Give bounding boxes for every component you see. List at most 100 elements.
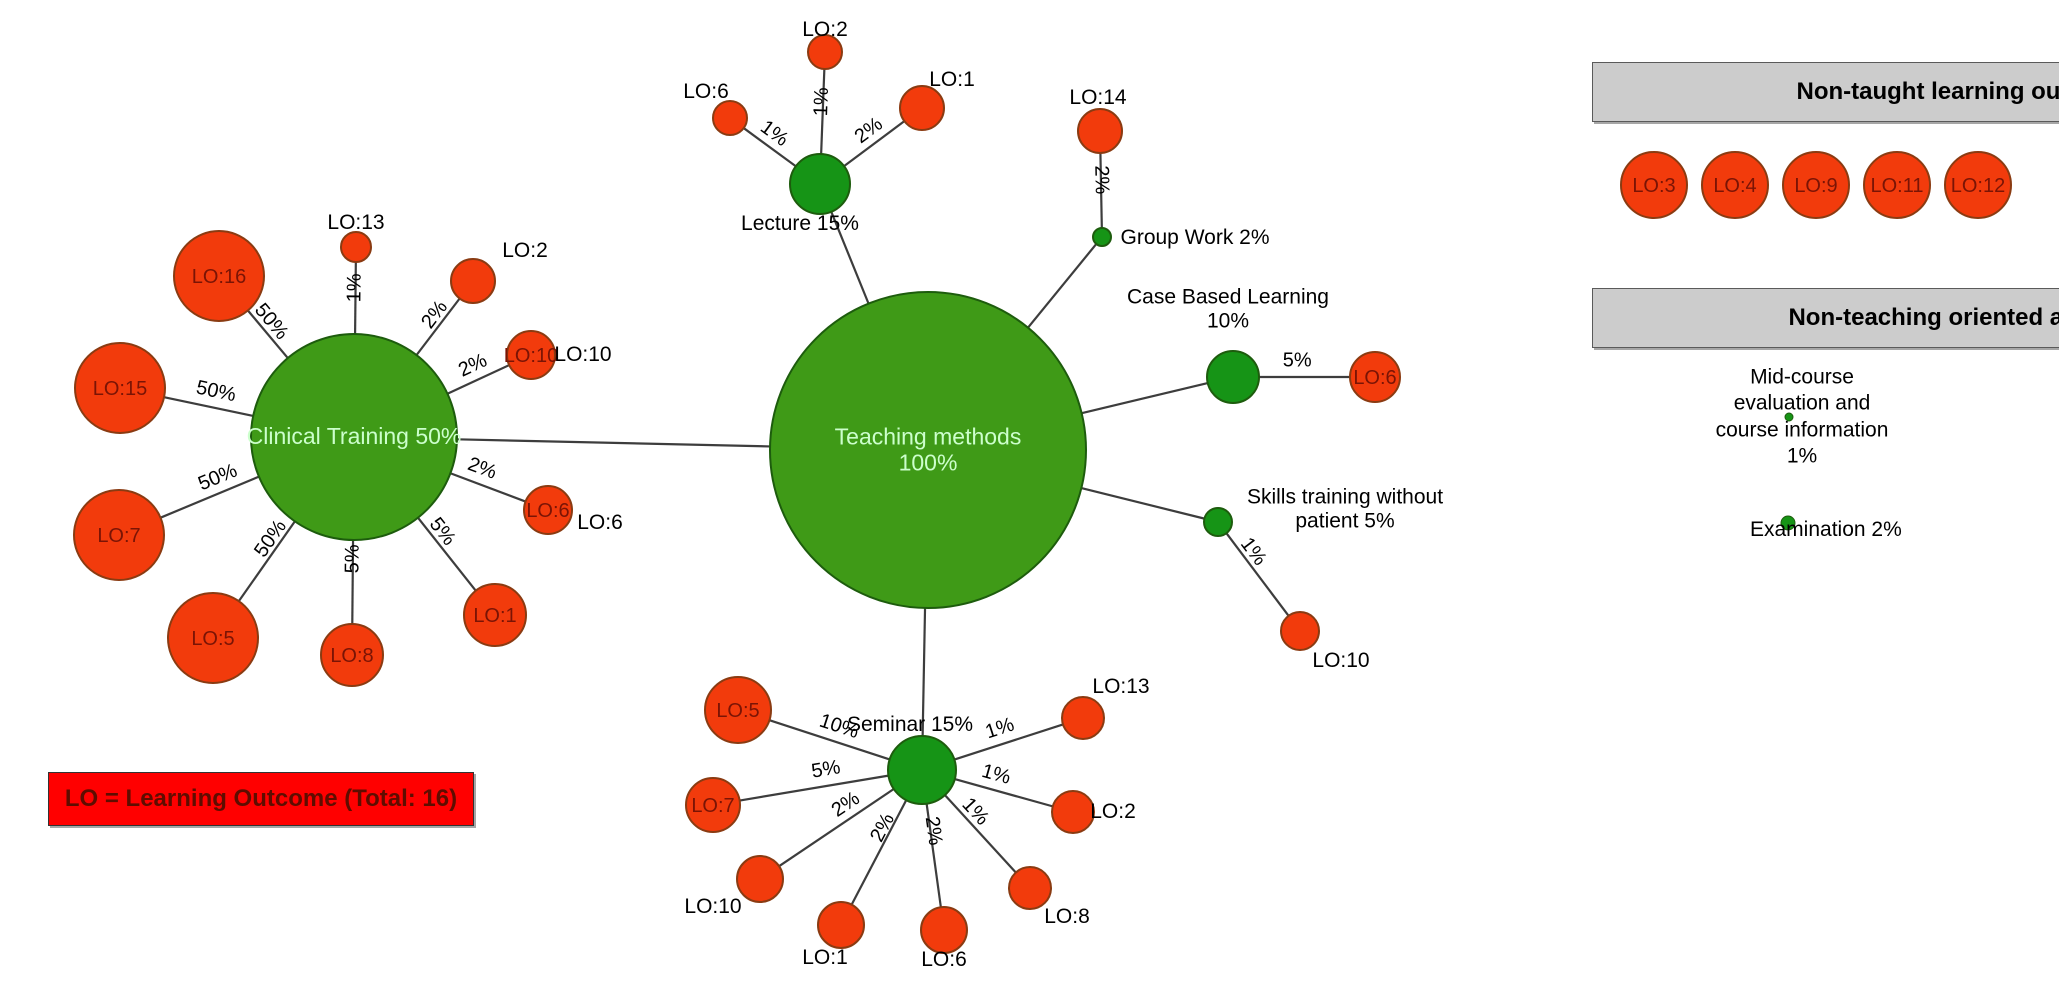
lo-outer-label: LO:10 [684,895,742,919]
non-taught-lo-text: LO:11 [1871,175,1924,197]
method-node-case-based[interactable] [1206,350,1260,404]
edge-lecture-LO:2 [820,68,826,155]
lo-node-text: LO:6 [1353,367,1396,389]
non-taught-lo-text: LO:9 [1794,175,1837,197]
method-node-label-teaching-methods: Teaching methods 100% [834,423,1022,475]
lo-node-LO-13[interactable] [340,231,372,263]
edge-clinical-training-LO:5 [237,520,296,602]
method-node-label-lecture: Lecture 15% [741,212,859,236]
edge-teaching-methods-seminar [921,607,927,737]
edge-seminar-LO:5 [769,719,891,761]
panel-non-teaching-header: Non-teaching oriented activities [1592,288,2059,348]
lo-node-text: LO:7 [97,525,140,547]
method-node-clinical-training[interactable] [250,333,458,541]
lo-node-LO-15[interactable]: LO:15 [74,342,166,434]
non-taught-lo-LO-9[interactable]: LO:9 [1782,151,1850,219]
edge-clinical-training-LO:16 [247,309,289,359]
non-taught-lo-text: LO:4 [1713,175,1756,197]
lo-node-LO-2[interactable] [450,258,496,304]
lo-node-LO-8[interactable]: LO:8 [320,623,384,687]
lo-node-LO-2[interactable] [1051,790,1095,834]
edge-percent-label: 2% [920,815,946,847]
lo-node-LO-8[interactable] [1008,866,1052,910]
lo-outer-label: LO:14 [1069,86,1127,110]
edge-lecture-LO:1 [843,120,906,167]
lo-node-LO-2[interactable] [807,34,843,70]
edge-seminar-LO:7 [739,774,889,802]
lo-outer-label: LO:1 [929,68,975,92]
panel-non-taught-circles: LO:3 LO:4 LO:9 LO:11 LO:12 [1620,151,2012,219]
edge-seminar-LO:1 [850,799,908,906]
method-node-label-skills-training: Skills training without patient 5% [1246,485,1444,532]
lo-outer-label: LO:2 [1090,800,1136,824]
lo-outer-label: LO:13 [1092,675,1150,699]
lo-outer-label: LO:8 [1044,905,1090,929]
edge-clinical-training-LO:10 [446,364,510,395]
lo-node-LO-10[interactable] [1280,611,1320,651]
lo-node-LO-1[interactable] [899,85,945,131]
edge-lecture-LO:6 [743,127,797,168]
lo-node-LO-6[interactable]: LO:6 [1349,351,1401,403]
method-node-skills-training[interactable] [1203,507,1233,537]
edge-skills-training-LO:10 [1225,532,1290,617]
edge-seminar-LO:13 [954,723,1064,761]
edge-clinical-training-LO:7 [160,475,260,519]
method-node-lecture[interactable] [789,153,851,215]
lo-node-LO-6[interactable] [712,100,748,136]
method-node-group-work[interactable] [1092,227,1112,247]
lo-outer-label: LO:13 [327,211,385,235]
panel-non-teaching-bullets [1780,412,1796,531]
non-taught-lo-LO-4[interactable]: LO:4 [1701,151,1769,219]
edge-clinical-training-LO:15 [163,396,254,417]
lo-node-text: LO:5 [716,700,759,722]
lo-node-LO-10[interactable] [736,855,784,903]
lo-node-text: LO:7 [691,795,734,817]
method-node-teaching-methods[interactable] [769,291,1087,609]
panel-non-taught-header: Non-taught learning outcomes [1592,62,2059,122]
panel-non-teaching-title: Non-teaching oriented activities [1788,304,2059,331]
lo-outer-label: LO:6 [577,511,623,535]
edge-seminar-LO:8 [944,794,1017,874]
non-taught-lo-LO-11[interactable]: LO:11 [1863,151,1931,219]
edge-seminar-LO:10 [778,788,895,868]
edge-percent-label: 1% [810,87,834,118]
edge-teaching-methods-lecture [830,211,870,305]
method-node-seminar[interactable] [887,735,957,805]
non-taught-lo-LO-12[interactable]: LO:12 [1944,151,2012,219]
lo-node-text: LO:5 [191,628,234,650]
edge-percent-label: 5% [341,544,364,574]
non-teaching-bullet-1 [1780,515,1796,531]
lo-node-LO-5[interactable]: LO:5 [167,592,259,684]
lo-node-LO-6[interactable] [920,906,968,954]
lo-node-LO-1[interactable] [817,901,865,949]
legend-label: LO = Learning Outcome (Total: 16) [64,785,458,812]
edge-clinical-training-LO:13 [353,261,357,335]
lo-outer-label: LO:2 [802,18,848,42]
edge-teaching-methods-group-work [1027,243,1098,329]
lo-node-LO-1[interactable]: LO:1 [463,583,527,647]
method-node-label-seminar: Seminar 15% [846,713,974,737]
non-taught-lo-text: LO:12 [1951,175,2005,197]
method-node-label-clinical-training: Clinical Training 50% [246,423,462,450]
lo-node-LO-10[interactable]: LO:10 [504,330,558,380]
non-taught-lo-text: LO:3 [1632,175,1675,197]
edge-percent-label: 5% [809,756,842,783]
edge-percent-label: 5% [1282,349,1312,372]
non-taught-lo-LO-3[interactable]: LO:3 [1620,151,1688,219]
lo-node-LO-16[interactable]: LO:16 [173,230,265,322]
non-teaching-item-0-label: Mid-course evaluation and course informa… [1715,365,1889,468]
lo-node-LO-13[interactable] [1061,696,1105,740]
method-node-label-case-based: Case Based Learning 10% [1127,285,1329,332]
edge-clinical-training-LO:8 [351,539,355,625]
lo-node-LO-14[interactable] [1077,108,1123,154]
edge-teaching-methods-clinical-training [456,438,771,448]
lo-node-LO-6[interactable]: LO:6 [523,485,573,535]
edge-percent-label: 2% [1090,165,1114,196]
method-node-label-group-work: Group Work 2% [1120,226,1270,250]
lo-node-LO-7[interactable]: LO:7 [685,777,741,833]
edge-seminar-LO:2 [954,778,1054,808]
lo-node-LO-7[interactable]: LO:7 [73,489,165,581]
lo-node-LO-5[interactable]: LO:5 [704,676,772,744]
lo-node-text: LO:15 [93,378,147,400]
